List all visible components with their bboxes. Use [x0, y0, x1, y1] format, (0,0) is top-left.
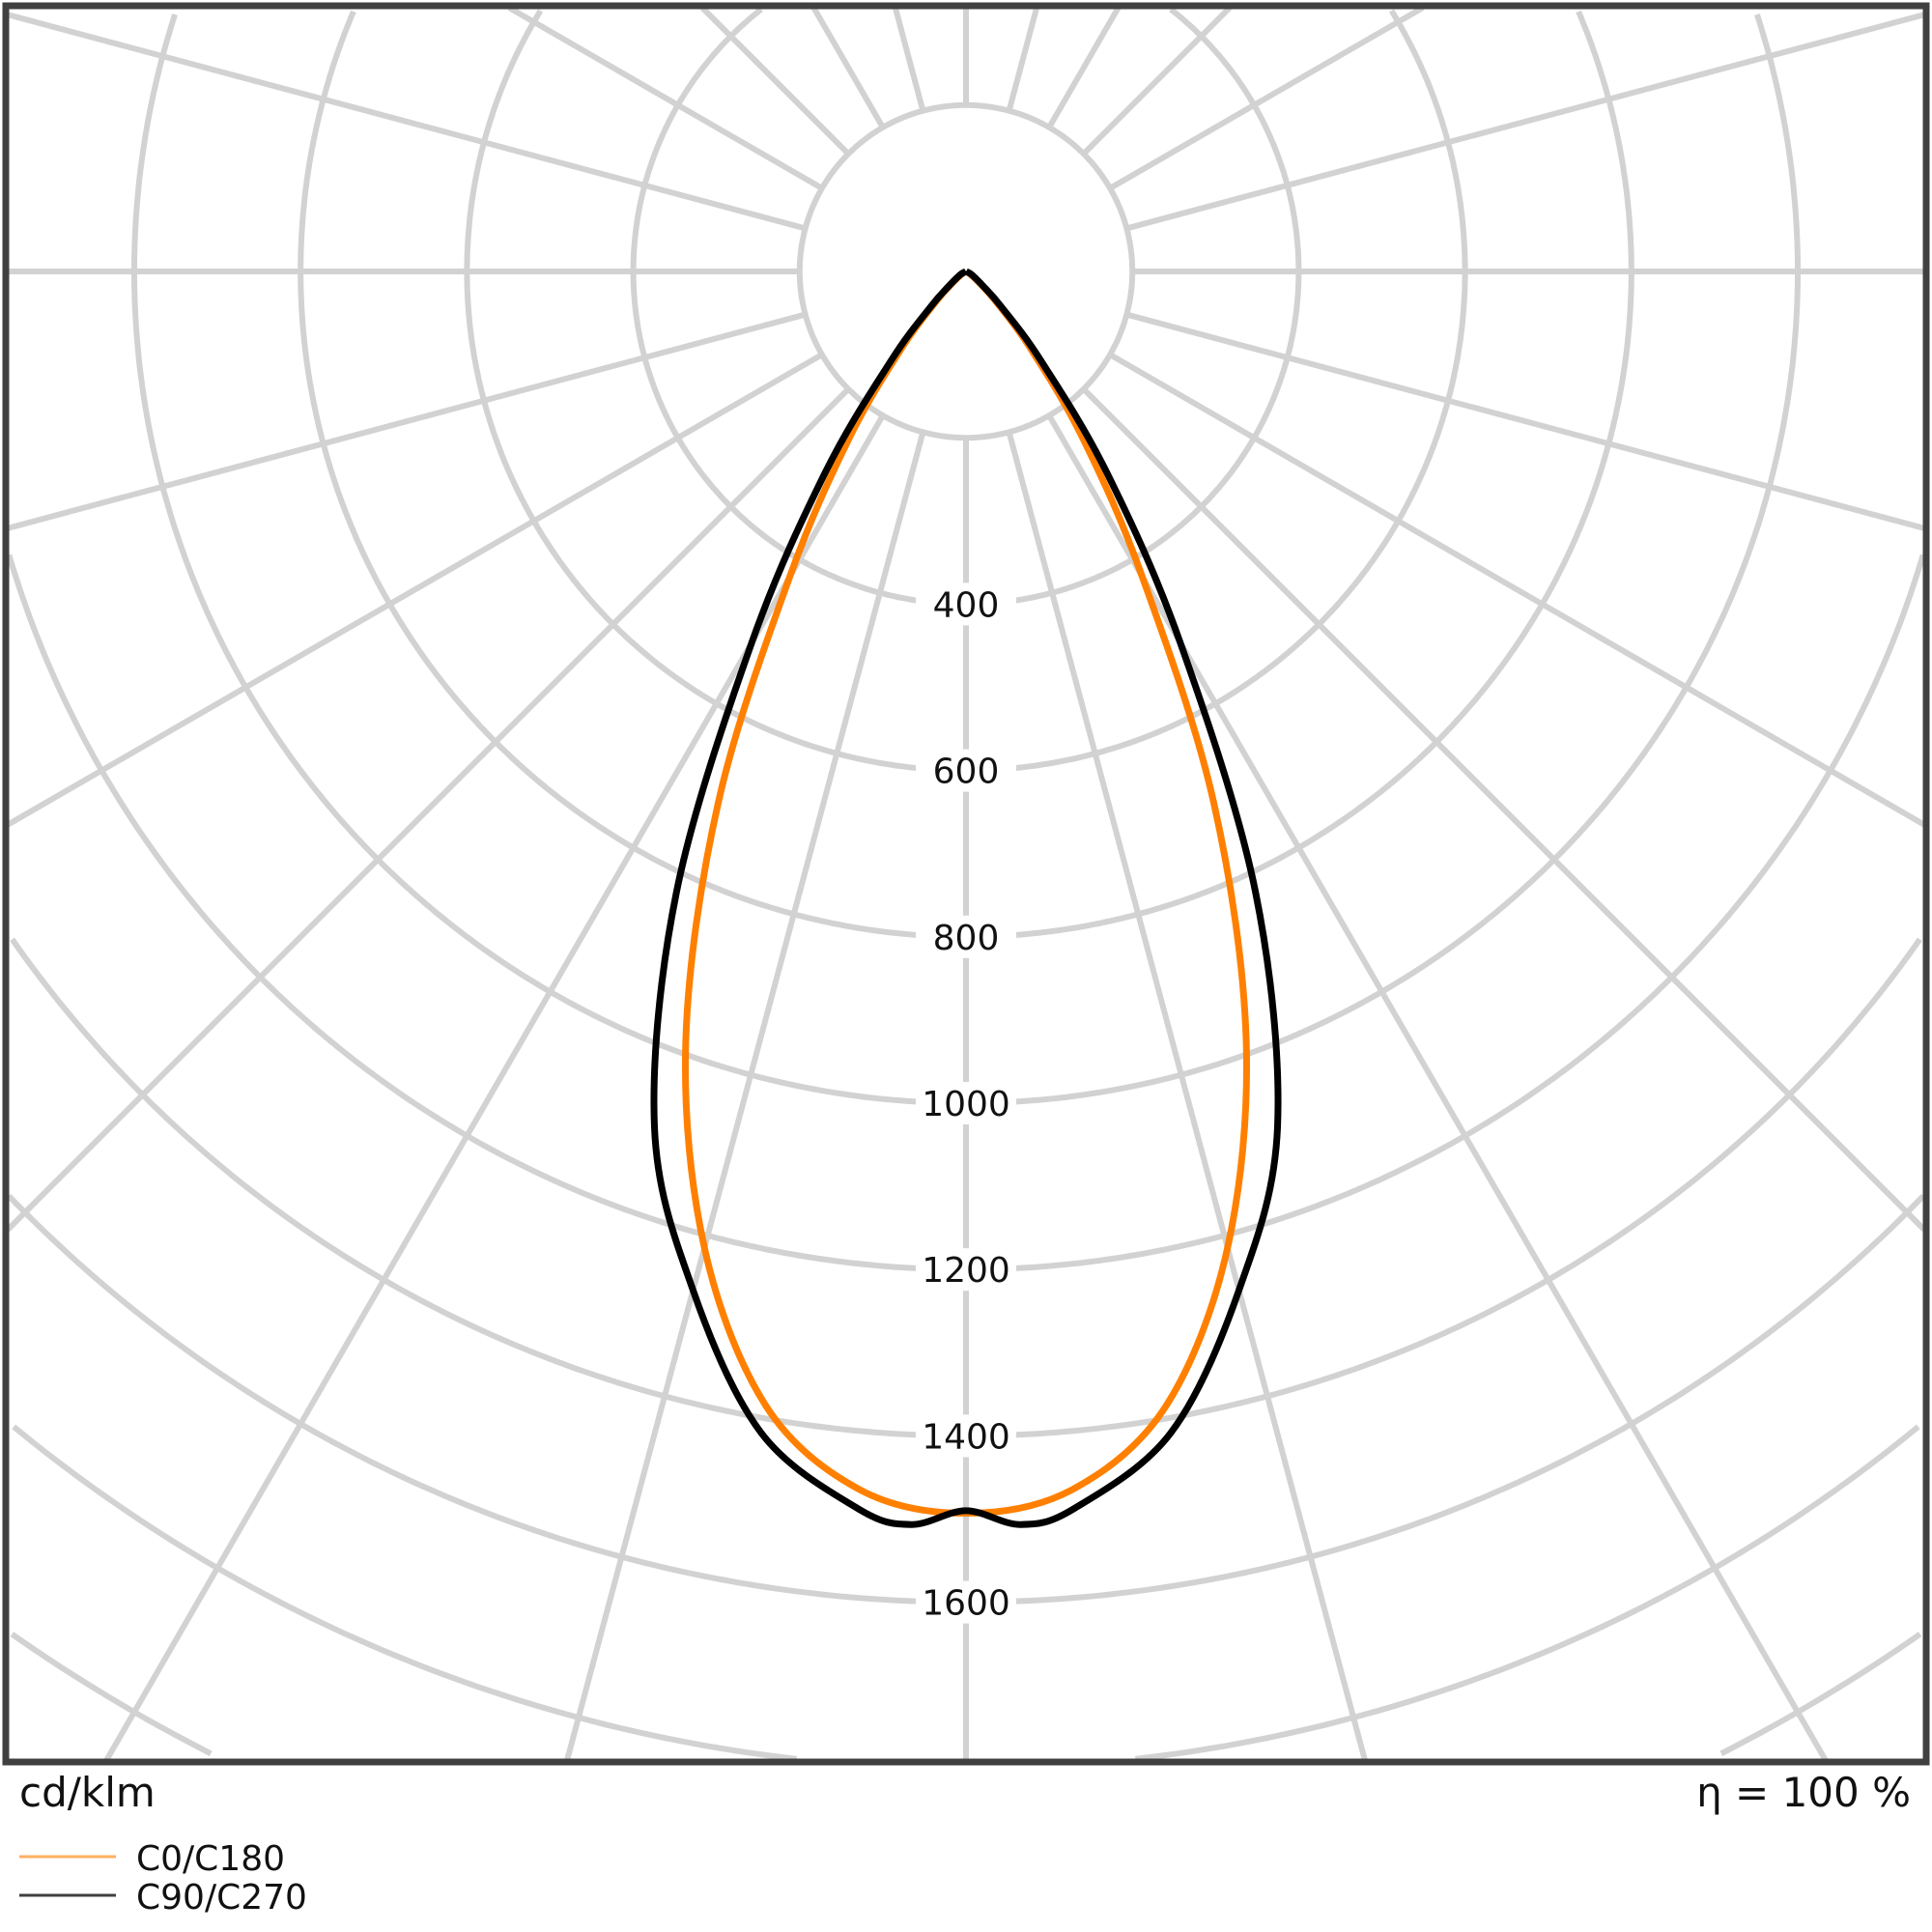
grid-spoke-255 [8, 12, 807, 232]
grid-ring-2000 [10, 1632, 1922, 1756]
tick-label-bg [916, 915, 1016, 958]
grid-spoke-60 [1108, 352, 1924, 828]
grid-spoke-210 [810, 8, 886, 129]
grid-spoke-75 [1125, 311, 1924, 531]
grid-spoke-120 [1108, 8, 1425, 191]
tick-label-1600: 1600 [922, 1584, 1010, 1624]
tick-label-1000: 1000 [922, 1085, 1010, 1124]
grid-spoke-15 [1006, 431, 1368, 1760]
grid-spoke-240 [507, 8, 824, 191]
tick-label-bg [916, 1082, 1016, 1124]
grid-spoke-225 [699, 8, 851, 156]
tick-label-bg [916, 582, 1016, 626]
tick-label-1400: 1400 [922, 1417, 1010, 1457]
grid-ring-800 [298, 10, 1634, 940]
tick-label-600: 600 [933, 753, 1000, 792]
polar-grid [8, 8, 1924, 1760]
grid-ring-400 [630, 8, 1302, 608]
grid-ring-1600 [8, 1193, 1924, 1605]
grid-spoke-345 [564, 431, 926, 1760]
legend: C0/C180 C90/C270 [19, 1839, 307, 1918]
unit-label: cd/klm [19, 1769, 156, 1816]
tick-label-800: 800 [933, 919, 1000, 958]
grid-spoke-195 [892, 8, 926, 112]
tick-label-bg [916, 1580, 1016, 1624]
tick-label-1200: 1200 [922, 1251, 1010, 1291]
grid-spoke-285 [8, 311, 807, 531]
tick-label-400: 400 [933, 585, 1000, 625]
grid-spoke-135 [1081, 8, 1233, 156]
grid-spoke-315 [8, 386, 851, 1233]
grid-spoke-45 [1081, 386, 1924, 1233]
tick-label-bg [916, 749, 1016, 792]
tick-label-bg [916, 1414, 1016, 1458]
curves [650, 268, 1282, 1528]
legend-label-c90-c270: C90/C270 [136, 1878, 307, 1918]
tick-label-bg [916, 1248, 1016, 1292]
grid-ring-1200 [8, 554, 1924, 1273]
grid-ring-600 [464, 9, 1468, 774]
legend-label-c0-c180: C0/C180 [136, 1839, 285, 1879]
radial-tick-labels: 400 600 800 1000 1200 1400 1600 [916, 582, 1016, 1624]
grid-spoke-165 [1006, 8, 1040, 112]
grid-spoke-300 [8, 352, 824, 828]
efficiency-label: η = 100 % [1696, 1769, 1911, 1816]
grid-ring-1800 [12, 1424, 1920, 1760]
plot-frame [2, 2, 1930, 1766]
grid-spoke-150 [1046, 8, 1122, 129]
grid-spoke-105 [1125, 12, 1924, 232]
